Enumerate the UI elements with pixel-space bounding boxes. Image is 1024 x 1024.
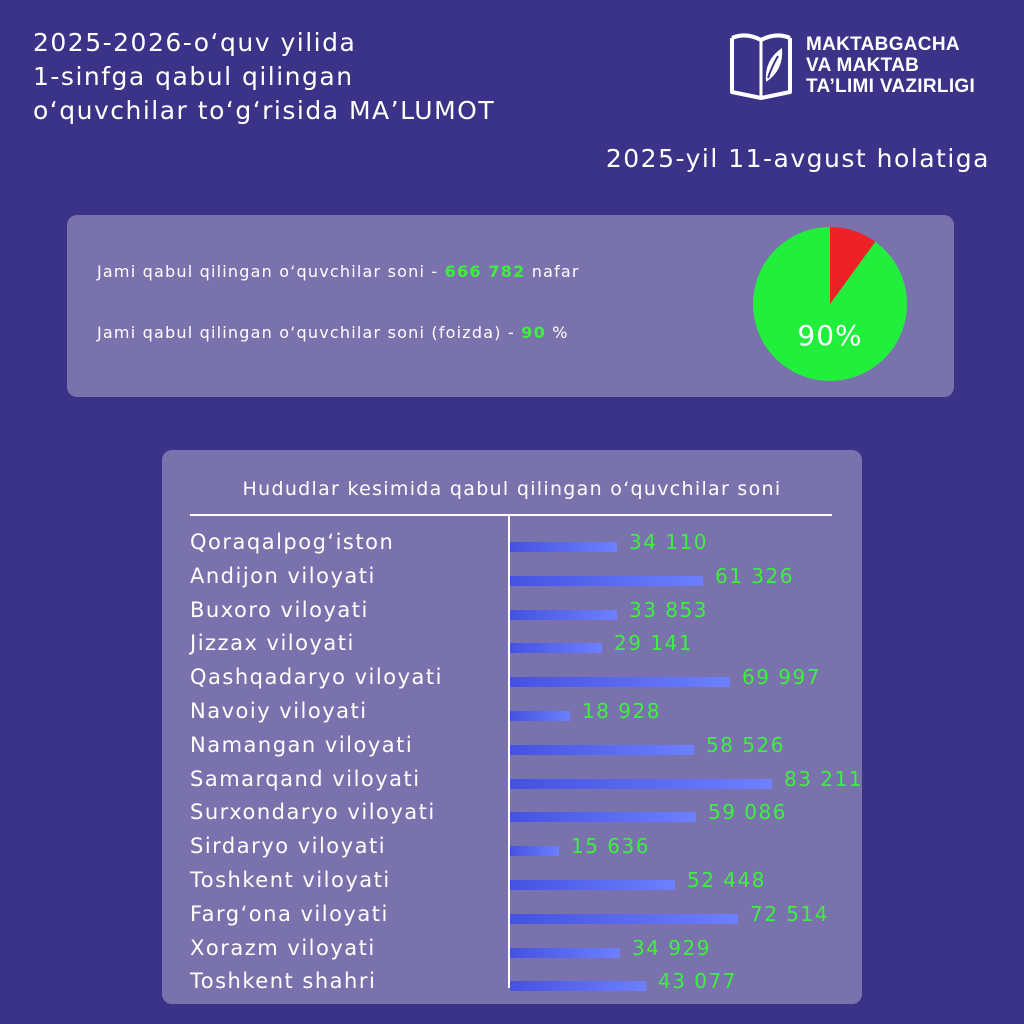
region-value-label: 61 326 — [715, 563, 794, 588]
region-value-label: 59 086 — [708, 800, 787, 825]
title-line-3: o‘quvchilar to‘g‘risida MA’LUMOT — [33, 96, 496, 125]
region-value-label: 34 110 — [629, 530, 708, 554]
logo-line-2: VA MAKTAB — [806, 54, 920, 76]
region-bar — [510, 744, 694, 755]
region-bar — [510, 677, 730, 688]
region-label: Toshkent shahri — [190, 969, 377, 994]
percent-value: 90 — [521, 323, 546, 342]
region-label: Jizzax viloyati — [190, 631, 355, 656]
region-value-label: 83 211 — [784, 766, 863, 791]
percent-pie-chart: 90% — [753, 227, 907, 381]
ministry-logo: MAKTABGACHA VA MAKTAB TA’LIMI VAZIRLIGI — [728, 30, 975, 100]
region-bar — [510, 913, 738, 924]
report-date: 2025-yil 11-avgust holatiga — [605, 144, 990, 173]
region-label: Navoiy viloyati — [190, 699, 368, 723]
region-bar — [510, 609, 617, 620]
region-label: Qashqadaryo viloyati — [190, 665, 443, 690]
total-students-line: Jami qabul qilingan o‘quvchilar soni - 6… — [97, 262, 580, 281]
title-line-1: 2025-2026-o‘quv yilida — [33, 28, 357, 57]
percent-suffix: % — [545, 323, 569, 342]
regions-bar-chart: Qoraqalpog‘iston 34 110 Andijon viloyati 61… — [162, 450, 862, 1004]
region-value-label: 29 141 — [614, 631, 693, 656]
page-title: 2025-2026-o‘quv yilida 1-sinfga qabul qi… — [33, 26, 495, 128]
region-value-label: 58 526 — [706, 732, 785, 757]
region-value-label: 15 636 — [571, 834, 650, 859]
region-label: Qoraqalpog‘iston — [190, 530, 395, 554]
region-bar — [510, 981, 646, 992]
open-book-leaf-icon — [730, 33, 792, 100]
region-bar — [510, 643, 602, 654]
title-line-2: 1-sinfga qabul qilingan — [33, 62, 354, 91]
total-value: 666 782 — [444, 262, 526, 281]
region-label: Sirdaryo viloyati — [190, 834, 387, 859]
region-label: Farg‘ona viloyati — [190, 901, 389, 926]
region-value-label: 33 853 — [629, 597, 708, 622]
percent-prefix: Jami qabul qilingan o‘quvchilar soni (fo… — [97, 323, 522, 342]
summary-panel: Jami qabul qilingan o‘quvchilar soni - 6… — [67, 215, 954, 397]
logo-line-3: TA’LIMI VAZIRLIGI — [806, 75, 976, 97]
logo-line-1: MAKTABGACHA — [806, 33, 960, 55]
regions-panel: Hududlar kesimida qabul qilingan o‘quvch… — [162, 450, 862, 1004]
region-bar — [510, 575, 703, 586]
regions-chart-title: Hududlar kesimida qabul qilingan o‘quvch… — [242, 478, 782, 500]
region-bar — [510, 846, 559, 857]
region-bar — [510, 880, 675, 890]
logo-text: MAKTABGACHA VA MAKTAB TA’LIMI VAZIRLIGI — [806, 34, 975, 97]
header-divider — [190, 514, 832, 516]
region-label: Samarqand viloyati — [190, 766, 421, 791]
region-value-label: 18 928 — [582, 699, 661, 723]
region-bar — [510, 542, 617, 552]
region-bar — [510, 947, 620, 958]
region-label: Toshkent viloyati — [190, 868, 391, 892]
region-value-label: 72 514 — [750, 901, 829, 926]
region-value-label: 52 448 — [687, 868, 766, 892]
region-value-label: 34 929 — [632, 935, 711, 960]
pie-slice-remaining — [830, 227, 876, 304]
region-label: Xorazm viloyati — [190, 935, 376, 960]
region-label: Namangan viloyati — [190, 732, 414, 757]
total-suffix: nafar — [525, 262, 580, 281]
region-label: Buxoro viloyati — [190, 597, 369, 622]
region-bar — [510, 778, 772, 789]
total-prefix: Jami qabul qilingan o‘quvchilar soni - — [97, 262, 445, 281]
region-label: Surxondaryo viloyati — [190, 800, 436, 825]
percent-line: Jami qabul qilingan o‘quvchilar soni (fo… — [97, 323, 569, 342]
region-value-label: 43 077 — [658, 969, 737, 994]
region-value-label: 69 997 — [742, 665, 821, 690]
pie-label: 90% — [797, 319, 862, 352]
region-bar — [510, 812, 696, 823]
axis-divider — [508, 514, 510, 988]
region-label: Andijon viloyati — [190, 563, 376, 588]
region-bar — [510, 711, 570, 721]
